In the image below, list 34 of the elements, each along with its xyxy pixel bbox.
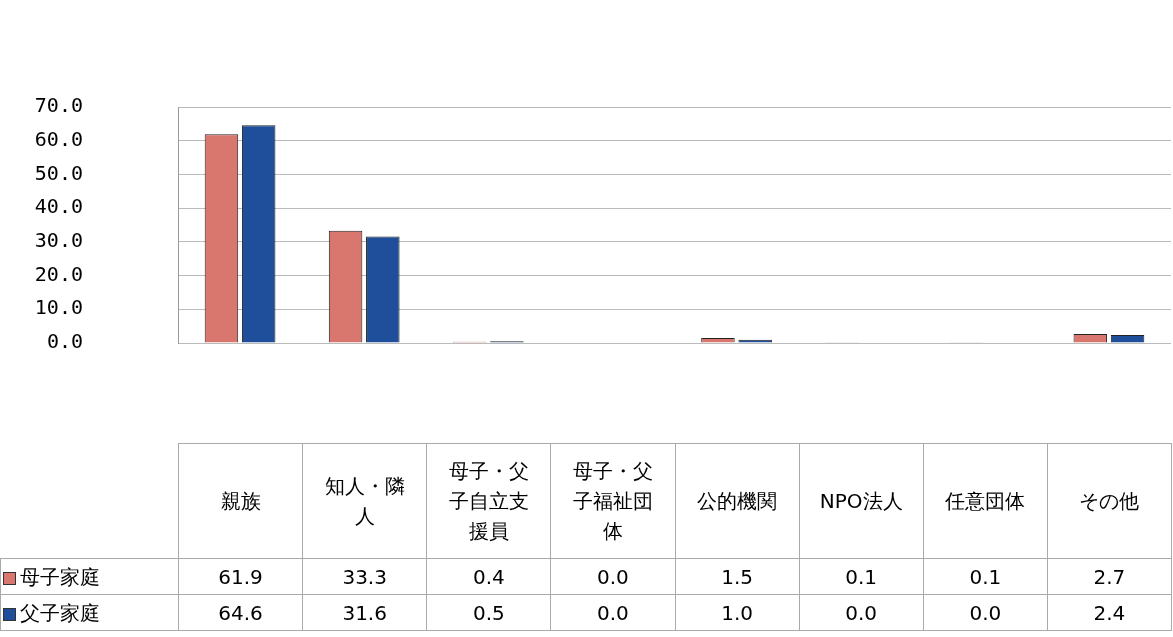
data-label: 61.9 [178, 558, 303, 595]
y-tick-label: 20.0 [34, 261, 83, 286]
data-label: 33.3 [302, 558, 427, 595]
x-tick-label: 親族 [178, 443, 303, 559]
legend-label: 母子家庭 [20, 564, 100, 589]
data-label: 31.6 [302, 594, 427, 631]
x-tick-label: 母子・父子自立支援員 [426, 443, 551, 559]
data-label: 64.6 [178, 594, 303, 631]
data-label: 0.0 [550, 594, 675, 631]
x-tick-label: その他 [1047, 443, 1172, 559]
x-tick-label: NPO法人 [799, 443, 924, 559]
y-tick-label: 10.0 [34, 295, 83, 320]
x-tick-label: 任意団体 [923, 443, 1048, 559]
data-label: 2.4 [1047, 594, 1172, 631]
y-tick-label: 0.0 [46, 329, 83, 354]
data-label: 1.5 [675, 558, 800, 595]
x-tick-label: 母子・父子福祉団体 [550, 443, 675, 559]
y-tick-label: 70.0 [34, 93, 83, 118]
data-label: 0.0 [799, 594, 924, 631]
y-tick-label: 40.0 [34, 194, 83, 219]
data-label: 0.4 [426, 558, 551, 595]
x-tick-label: 公的機関 [675, 443, 800, 559]
data-label: 0.0 [550, 558, 675, 595]
y-tick-label: 50.0 [34, 160, 83, 185]
y-tick-label: 30.0 [34, 228, 83, 253]
data-label: 2.7 [1047, 558, 1172, 595]
x-tick-label: 知人・隣人 [302, 443, 427, 559]
legend-label: 父子家庭 [20, 600, 100, 625]
data-label: 0.1 [799, 558, 924, 595]
y-tick-label: 60.0 [34, 126, 83, 151]
data-label: 0.1 [923, 558, 1048, 595]
data-label: 0.5 [426, 594, 551, 631]
data-label: 0.0 [923, 594, 1048, 631]
data-label: 1.0 [675, 594, 800, 631]
